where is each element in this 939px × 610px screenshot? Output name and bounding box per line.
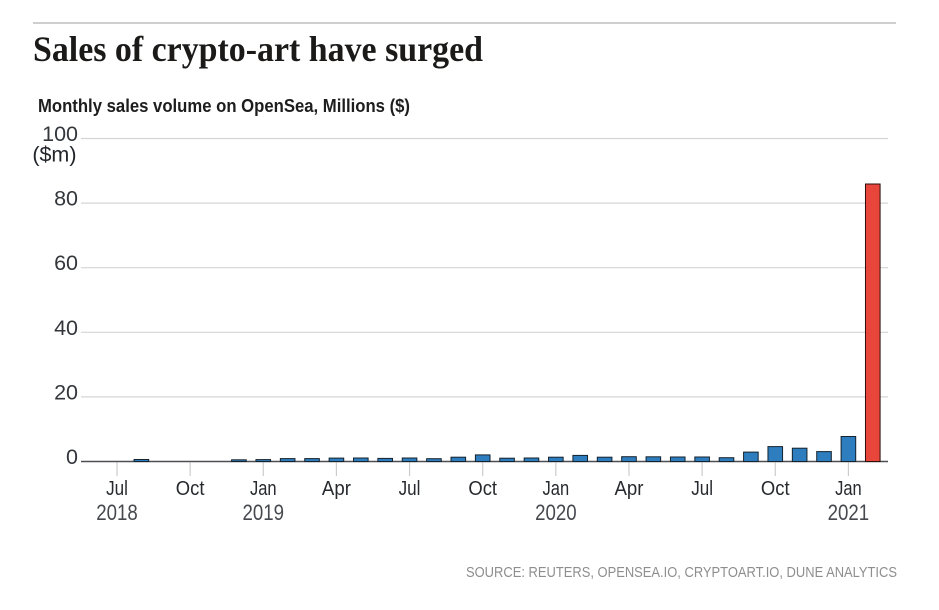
svg-text:Jul: Jul <box>106 477 128 500</box>
svg-text:SOURCE: REUTERS, OPENSEA.IO, C: SOURCE: REUTERS, OPENSEA.IO, CRYPTOART.I… <box>466 565 897 581</box>
svg-text:Oct: Oct <box>761 477 790 500</box>
svg-text:Oct: Oct <box>176 477 205 500</box>
svg-text:80: 80 <box>54 187 78 211</box>
svg-text:Jan: Jan <box>835 477 862 500</box>
svg-text:20: 20 <box>54 380 78 404</box>
svg-text:Sales of crypto-art have surge: Sales of crypto-art have surged <box>33 29 483 69</box>
svg-text:Jan: Jan <box>543 477 570 500</box>
svg-text:Monthly sales volume on OpenSe: Monthly sales volume on OpenSea, Million… <box>38 96 410 116</box>
svg-text:60: 60 <box>54 251 78 275</box>
svg-text:($m): ($m) <box>32 143 76 167</box>
svg-text:Apr: Apr <box>322 477 351 500</box>
svg-text:2021: 2021 <box>828 500 870 525</box>
svg-text:2019: 2019 <box>243 500 285 525</box>
svg-text:Oct: Oct <box>468 477 497 500</box>
svg-text:2018: 2018 <box>96 500 138 525</box>
svg-text:Jul: Jul <box>399 477 421 500</box>
svg-text:Jul: Jul <box>691 477 713 500</box>
svg-text:100: 100 <box>42 122 78 146</box>
svg-text:Apr: Apr <box>614 477 643 500</box>
svg-text:2020: 2020 <box>535 500 577 525</box>
svg-text:0: 0 <box>66 445 78 469</box>
svg-text:Jan: Jan <box>250 477 277 500</box>
svg-text:40: 40 <box>54 316 78 340</box>
